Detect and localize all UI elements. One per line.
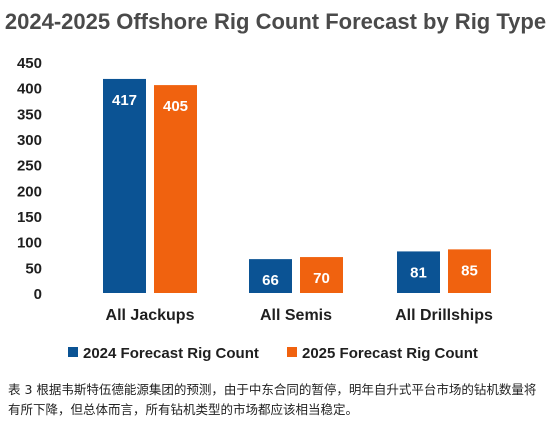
- y-tick-label: 0: [34, 286, 42, 303]
- bar: [154, 85, 197, 293]
- y-tick-label: 350: [17, 106, 42, 123]
- y-tick-label: 200: [17, 183, 42, 200]
- x-tick-label: All Jackups: [106, 307, 195, 324]
- figure-caption: 表 3 根据韦斯特伍德能源集团的预测，由于中东合同的暂停，明年自升式平台市场的钻…: [8, 382, 537, 417]
- bar: [448, 249, 491, 293]
- data-label: 66: [262, 272, 279, 289]
- data-label: 405: [163, 98, 188, 115]
- y-tick-label: 50: [25, 260, 42, 277]
- data-label: 70: [313, 270, 330, 287]
- y-axis: 0 50 100 150 200 250 300 350 400 450: [17, 55, 42, 303]
- legend-label: 2024 Forecast Rig Count: [83, 345, 259, 362]
- x-tick-label: All Semis: [260, 307, 332, 324]
- y-tick-label: 450: [17, 55, 42, 72]
- bar: [249, 259, 292, 293]
- chart-title: 2024-2025 Offshore Rig Count Forecast by…: [4, 9, 547, 34]
- y-tick-label: 150: [17, 209, 42, 226]
- x-tick-label: All Drillships: [395, 307, 493, 324]
- data-label: 85: [461, 262, 478, 279]
- x-axis: All Jackups All Semis All Drillships: [106, 307, 493, 324]
- data-label: 417: [112, 92, 137, 109]
- legend-label: 2025 Forecast Rig Count: [302, 345, 478, 362]
- bar: [397, 251, 440, 293]
- y-tick-label: 250: [17, 158, 42, 175]
- legend-swatch: [287, 347, 297, 357]
- bar-chart: 0 50 100 150 200 250 300 350 400 450 417 405 66 70 81…: [17, 55, 493, 362]
- y-tick-label: 400: [17, 81, 42, 98]
- bar: [300, 257, 343, 293]
- y-tick-label: 100: [17, 235, 42, 252]
- bar: [103, 78, 146, 293]
- legend: 2024 Forecast Rig Count 2025 Forecast Rig…: [68, 345, 478, 362]
- data-label: 81: [410, 264, 427, 281]
- legend-swatch: [68, 347, 78, 357]
- bars: 417 405 66 70 81 85: [103, 78, 491, 293]
- y-tick-label: 300: [17, 132, 42, 149]
